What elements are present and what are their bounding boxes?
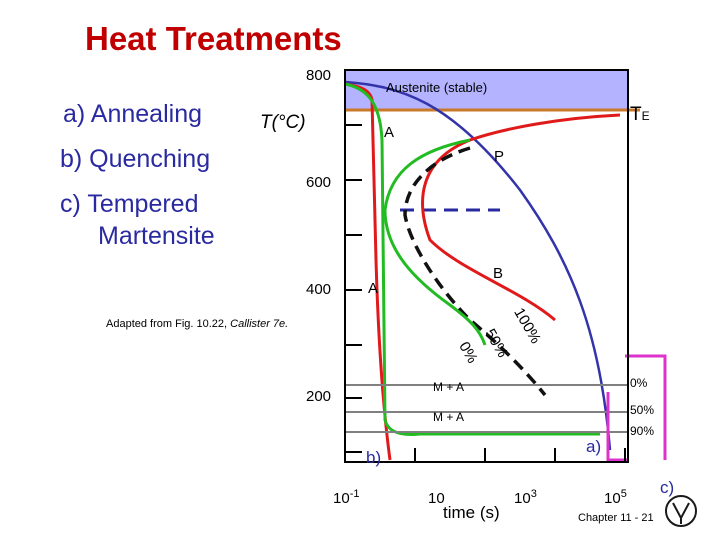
treatment-tempered-martensite: c) Tempered Martensite [60,188,215,252]
martensite-austenite-label-1: M + A [433,380,465,394]
austenite-a-lower: A [368,280,379,297]
martensite-90-label: 90% [630,424,655,438]
tempered-path [344,82,600,436]
curve-50-percent [403,146,547,397]
curve-0-percent [383,138,487,346]
x-ticks [344,448,626,462]
y-axis-label: T(°C) [260,112,306,133]
y-tick-label-400: 400 [306,281,332,298]
chapter-footer: Chapter 11 - 21 [578,512,654,524]
martensite-austenite-label-2: M + A [433,410,465,424]
y-tick-label-800: 800 [306,67,332,84]
page-title: Heat Treatments [85,20,342,57]
tempering-marker [625,354,667,460]
x-tick-label-5: 105 [604,488,627,507]
annealing-marker [606,392,628,462]
path-b-label: b) [366,448,382,467]
figure-credit: Adapted from Fig. 10.22, Callister 7e. [106,318,289,330]
x-tick-label-1: 10 [428,490,445,507]
treatment-tempered-line2: Martensite [98,222,215,250]
x-tick-label-0: 10-1 [333,488,360,507]
curve-100-percent [421,113,621,322]
y-tick-label-600: 600 [306,174,332,191]
austenite-a-upper: A [384,124,395,141]
treatment-annealing: a) Annealing [63,100,203,128]
austenite-label: Austenite (stable) [386,80,488,95]
path-c-label: c) [660,478,675,497]
university-logo [665,495,697,527]
y-ticks [345,69,362,453]
martensite-0-label: 0% [630,376,648,390]
pearlite-label: P [494,148,505,165]
plot-frame [344,69,629,463]
path-a-label: a) [586,437,602,456]
x-tick-label-3: 103 [514,488,537,507]
martensite-50-label: 50% [630,403,655,417]
y-tick-label-200: 200 [306,388,332,405]
x-axis-label: time (s) [443,503,500,522]
annealing-path [344,80,612,451]
bainite-label: B [493,265,504,282]
te-label: TE [630,104,650,125]
treatment-tempered-line1: c) Tempered [60,190,199,218]
treatment-quenching: b) Quenching [60,145,211,173]
